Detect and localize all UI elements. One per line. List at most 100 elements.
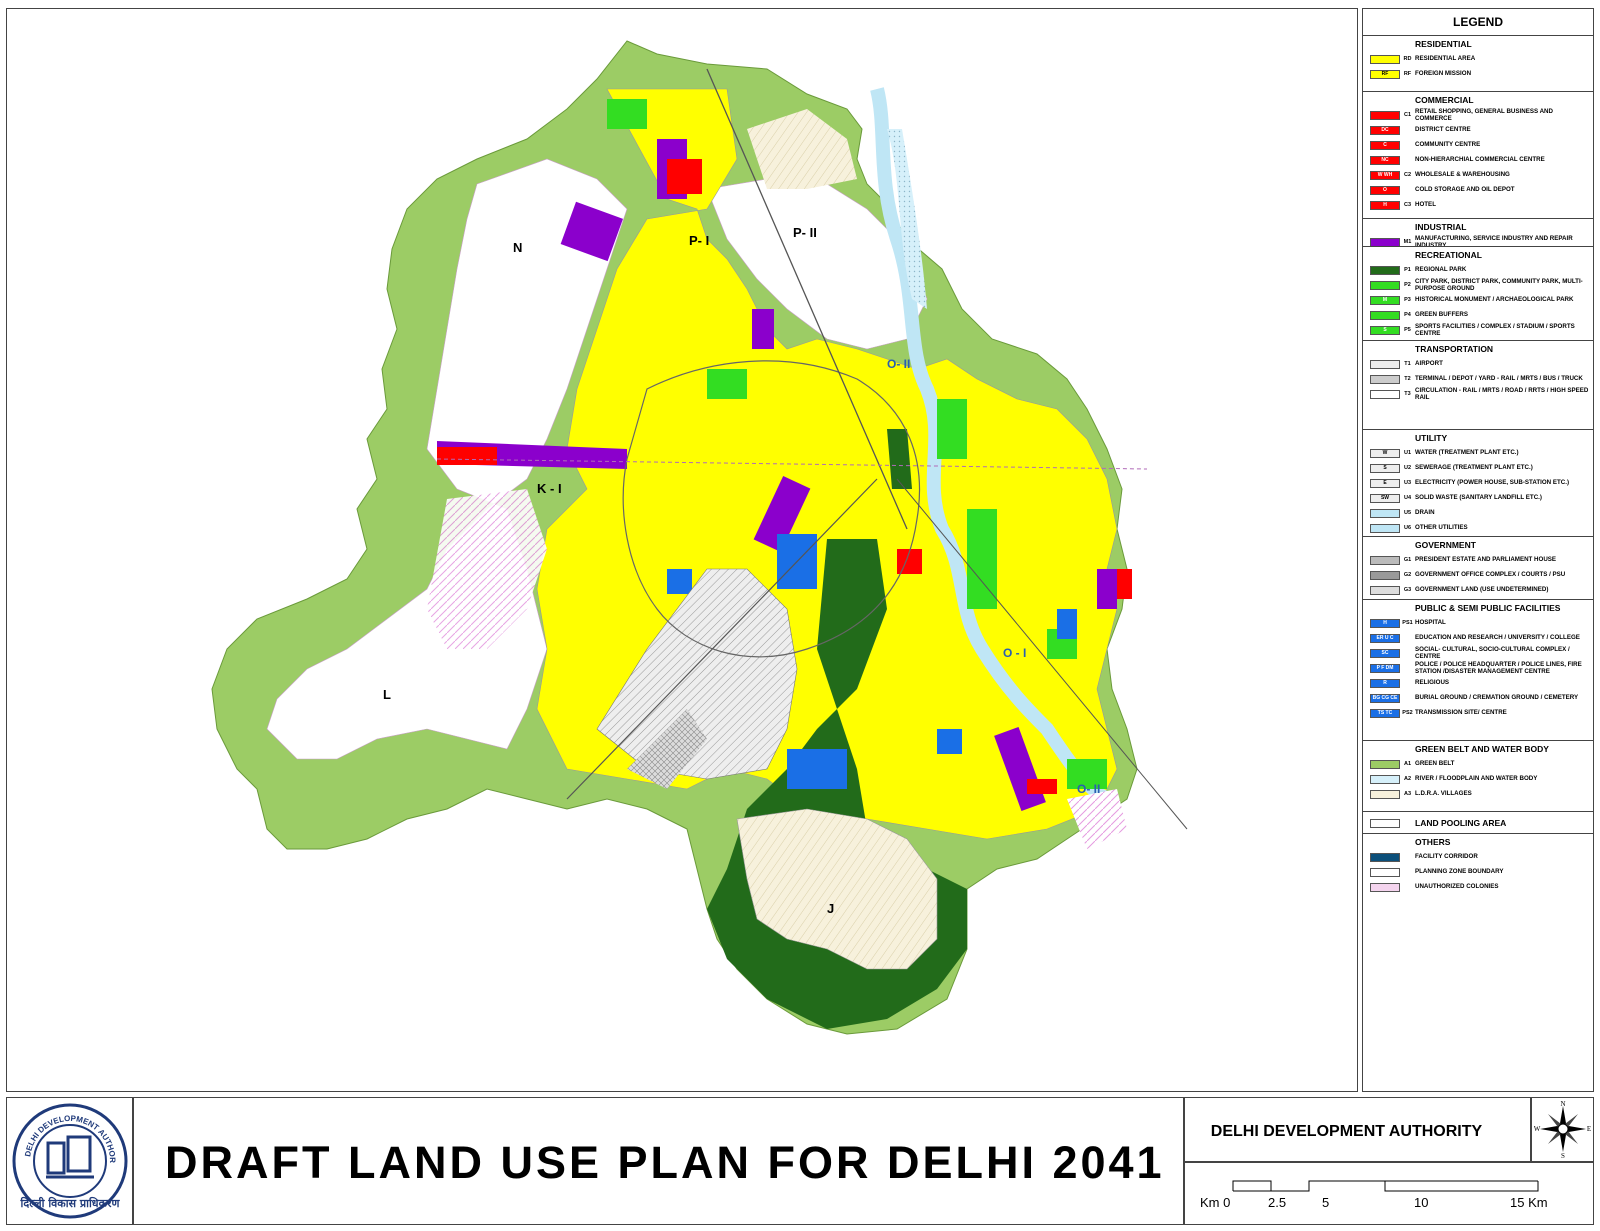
legend-swatch: R xyxy=(1370,679,1400,688)
legend-swatch: E xyxy=(1370,479,1400,488)
legend-item: G3 GOVERNMENT LAND (USE UNDETERMINED) xyxy=(1363,583,1593,598)
legend-code: P4 xyxy=(1404,312,1411,319)
legend-label: OTHER UTILITIES xyxy=(1415,524,1468,532)
legend-swatch xyxy=(1370,790,1400,799)
legend-swatch xyxy=(1370,571,1400,580)
legend-code: C3 xyxy=(1403,202,1412,209)
city-park xyxy=(937,399,967,459)
scale-label: 2.5 xyxy=(1268,1195,1287,1210)
legend-item: NC NON-HIERARCHIAL COMMERCIAL CENTRE xyxy=(1363,153,1593,168)
legend-label: COLD STORAGE AND OIL DEPOT xyxy=(1415,186,1515,194)
title-divider-3 xyxy=(1183,1161,1594,1163)
legend-label: GREEN BELT xyxy=(1415,760,1455,768)
public-facility xyxy=(1057,609,1077,639)
legend-item: PLANNING ZONE BOUNDARY xyxy=(1363,865,1593,880)
legend-swatch: S xyxy=(1370,326,1400,335)
title-divider-4 xyxy=(1530,1097,1532,1161)
public-facility xyxy=(667,569,692,594)
legend-swatch: SC xyxy=(1370,649,1400,658)
unauthorized-colonies xyxy=(427,489,547,649)
legend-label: GOVERNMENT OFFICE COMPLEX / COURTS / PSU xyxy=(1415,571,1566,579)
legend-heading: LAND POOLING AREA xyxy=(1415,818,1507,829)
legend-item: P4 GREEN BUFFERS xyxy=(1363,308,1593,323)
legend-code: G1 xyxy=(1403,557,1412,564)
commercial-zone xyxy=(437,447,497,465)
scale-label: 15 Km xyxy=(1510,1195,1548,1210)
dda-logo: DELHI DEVELOPMENT AUTHORITY दिल्ली विकास… xyxy=(12,1101,128,1219)
zone-label: P- II xyxy=(793,225,817,240)
government-land xyxy=(596,568,798,780)
legend-label: GREEN BUFFERS xyxy=(1415,311,1468,319)
legend-code: P3 xyxy=(1404,297,1411,304)
legend-code: U4 xyxy=(1403,495,1412,502)
legend-item: P F DM POLICE / POLICE HEADQUARTER / POLI… xyxy=(1363,661,1593,676)
legend-section: LAND POOLING AREA xyxy=(1363,811,1593,831)
industrial-zone xyxy=(1097,569,1117,609)
legend-item: DC DISTRICT CENTRE xyxy=(1363,123,1593,138)
legend-code: PS2 xyxy=(1402,710,1413,717)
legend-code: A2 xyxy=(1403,776,1412,783)
legend-code: U1 xyxy=(1403,450,1412,457)
legend-heading: INDUSTRIAL xyxy=(1415,222,1467,232)
legend-label: CIRCULATION - RAIL / MRTS / ROAD / RRTS … xyxy=(1415,387,1589,401)
legend-swatch xyxy=(1370,55,1400,64)
scale-label: 10 xyxy=(1414,1195,1429,1210)
legend-label: UNAUTHORIZED COLONIES xyxy=(1415,883,1499,891)
legend-swatch xyxy=(1370,509,1400,518)
zone-label: N xyxy=(513,240,522,255)
legend-label: RIVER / FLOODPLAIN AND WATER BODY xyxy=(1415,775,1538,783)
legend-item: C1 RETAIL SHOPPING, GENERAL BUSINESS AND … xyxy=(1363,108,1593,123)
legend-heading: COMMERCIAL xyxy=(1415,95,1474,105)
commercial-zone xyxy=(1117,569,1132,599)
legend-label: TERMINAL / DEPOT / YARD - RAIL / MRTS / … xyxy=(1415,375,1583,383)
legend-item: U6 OTHER UTILITIES xyxy=(1363,521,1593,536)
legend-item: A2 RIVER / FLOODPLAIN AND WATER BODY xyxy=(1363,772,1593,787)
legend-code: P2 xyxy=(1404,282,1411,289)
legend-heading: RECREATIONAL xyxy=(1415,250,1482,260)
unauthorized-colonies xyxy=(1067,789,1127,849)
legend-item: RF RF FOREIGN MISSION xyxy=(1363,67,1593,82)
compass-e: E xyxy=(1587,1125,1591,1133)
legend-label: SOCIAL- CULTURAL, SOCIO-CULTURAL COMPLEX… xyxy=(1415,646,1570,660)
legend-swatch xyxy=(1370,375,1400,384)
legend-code: A1 xyxy=(1403,761,1412,768)
legend-item: FACILITY CORRIDOR xyxy=(1363,850,1593,865)
legend-code: U3 xyxy=(1403,480,1412,487)
legend-item: W U1 WATER (TREATMENT PLANT ETC.) xyxy=(1363,446,1593,461)
legend-title: LEGEND xyxy=(1452,15,1503,29)
legend-swatch: RF xyxy=(1370,70,1400,79)
legend-swatch xyxy=(1370,868,1400,877)
scale-label: 5 xyxy=(1322,1195,1330,1210)
legend-item: T3 CIRCULATION - RAIL / MRTS / ROAD / RRT… xyxy=(1363,387,1593,402)
legend-swatch: H xyxy=(1370,201,1400,210)
legend-item: G1 PRESIDENT ESTATE AND PARLIAMENT HOUSE xyxy=(1363,553,1593,568)
legend-item: A1 GREEN BELT xyxy=(1363,757,1593,772)
highway xyxy=(436,458,1148,470)
compass-rose-icon: N S E W xyxy=(1534,1100,1591,1158)
legend-code: U6 xyxy=(1403,525,1412,532)
legend-code: G3 xyxy=(1403,587,1412,594)
legend-swatch: SW xyxy=(1370,494,1400,503)
city-park xyxy=(607,99,647,129)
legend-code: T3 xyxy=(1404,391,1411,398)
legend-swatch xyxy=(1370,311,1400,320)
legend-item: E U3 ELECTRICITY (POWER HOUSE, SUB-STATION… xyxy=(1363,476,1593,491)
legend-swatch: NC xyxy=(1370,156,1400,165)
legend-swatch: S xyxy=(1370,464,1400,473)
legend-section: OTHERS FACILITY CORRIDOR PLANNING ZONE BOU… xyxy=(1363,833,1593,895)
logo-hindi-text: दिल्ली विकास प्राधिकरण xyxy=(20,1196,121,1210)
land-use-map[interactable]: N P- I P- II K - I L O- II O - I O- II J xyxy=(7,9,1357,1091)
legend-swatch xyxy=(1370,556,1400,565)
legend-label: NON-HIERARCHIAL COMMERCIAL CENTRE xyxy=(1415,156,1545,164)
legend-label: PRESIDENT ESTATE AND PARLIAMENT HOUSE xyxy=(1415,556,1557,564)
legend-code: P5 xyxy=(1404,327,1411,334)
compass-w: W xyxy=(1534,1125,1541,1133)
zone-label: O- II xyxy=(887,357,910,371)
legend-swatch xyxy=(1370,586,1400,595)
zone-label: L xyxy=(383,687,391,702)
legend-label: MANUFACTURING, SERVICE INDUSTRY AND REPA… xyxy=(1415,235,1573,249)
legend-item: S P5 SPORTS FACILITIES / COMPLEX / STADIUM… xyxy=(1363,323,1593,338)
legend-code: C1 xyxy=(1403,112,1412,119)
industrial-zone xyxy=(752,309,774,349)
legend-label: AIRPORT xyxy=(1415,360,1443,368)
